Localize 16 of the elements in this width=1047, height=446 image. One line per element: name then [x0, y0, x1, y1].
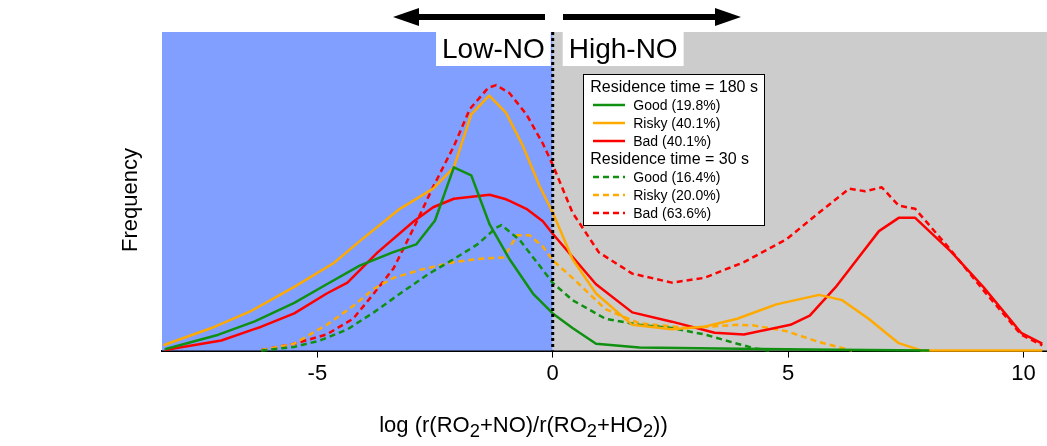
band-label: Low-NO [442, 32, 545, 64]
legend-label: Bad (63.6%) [633, 204, 712, 222]
legend-title: Residence time = 180 s [590, 78, 758, 96]
y-axis-title: Frequency [117, 148, 143, 252]
band-label: High-NO [568, 32, 678, 64]
x-tick-label: 0 [546, 359, 559, 385]
x-tick-label: 5 [781, 359, 795, 385]
legend-label: Good (19.8%) [633, 96, 721, 114]
x-axis-title: log (r(RO$_{2}$+NO)/r(RO$_{2}$+HO$_{2}$)) [378, 412, 669, 443]
x-tick-label: -5 [307, 359, 328, 385]
legend-label: Risky (20.0%) [633, 186, 721, 204]
legend-label: Risky (40.1%) [633, 114, 721, 132]
x-tick-label: 10 [1011, 359, 1036, 385]
legend-label: Good (16.4%) [633, 168, 721, 186]
annotation: Residence time = 30 s [590, 150, 750, 168]
legend-label: Bad (40.1%) [633, 132, 712, 150]
